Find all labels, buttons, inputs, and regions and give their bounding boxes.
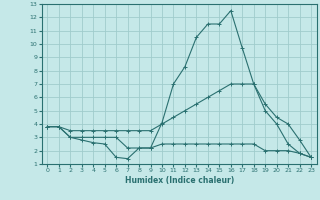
X-axis label: Humidex (Indice chaleur): Humidex (Indice chaleur)	[124, 176, 234, 185]
